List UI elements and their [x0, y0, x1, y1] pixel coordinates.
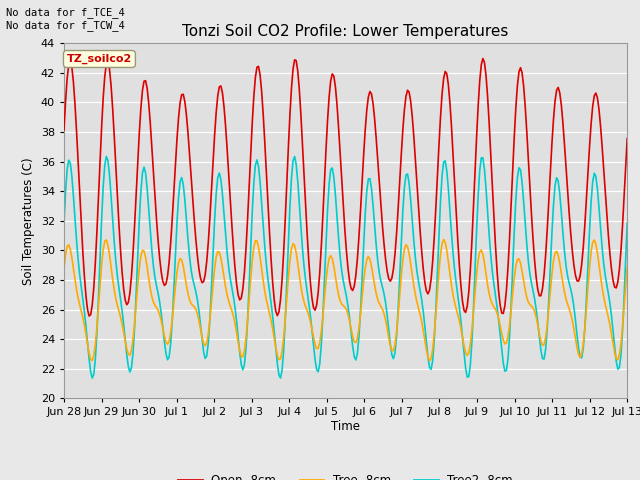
- Legend: Open -8cm, Tree -8cm, Tree2 -8cm: Open -8cm, Tree -8cm, Tree2 -8cm: [173, 469, 518, 480]
- Text: No data for f_TCE_4
No data for f_TCW_4: No data for f_TCE_4 No data for f_TCW_4: [6, 7, 125, 31]
- X-axis label: Time: Time: [331, 420, 360, 433]
- Text: TZ_soilco2: TZ_soilco2: [67, 54, 132, 64]
- Y-axis label: Soil Temperatures (C): Soil Temperatures (C): [22, 157, 35, 285]
- Title: Tonzi Soil CO2 Profile: Lower Temperatures: Tonzi Soil CO2 Profile: Lower Temperatur…: [182, 24, 509, 39]
